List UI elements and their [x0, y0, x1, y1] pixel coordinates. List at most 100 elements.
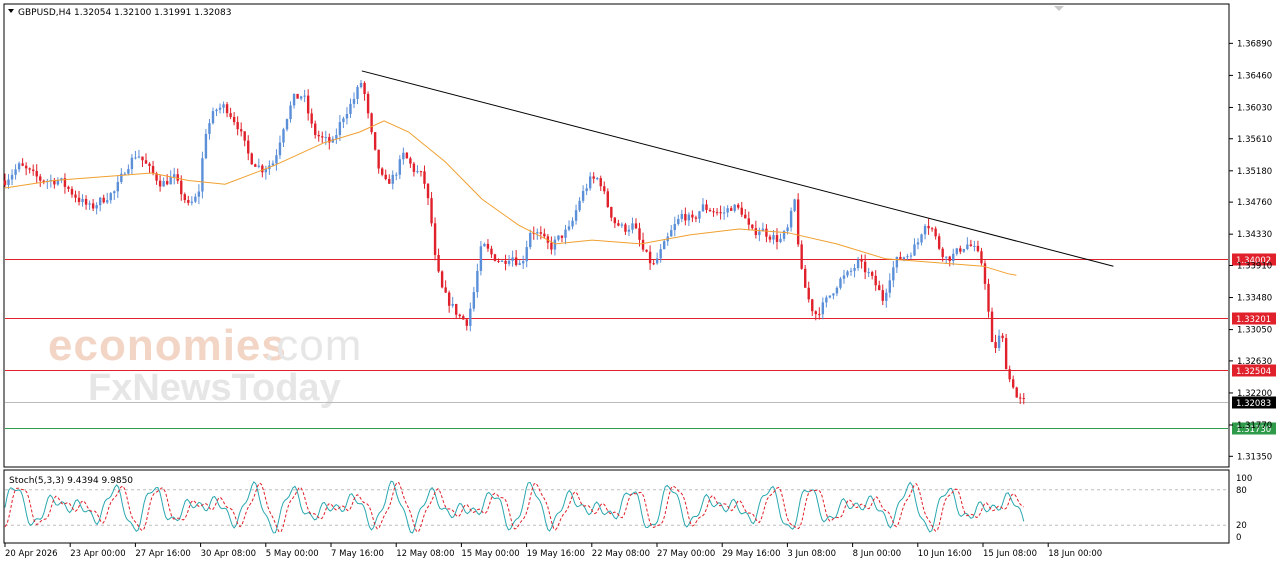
time-tick-label: 15 Jun 08:00	[983, 549, 1037, 559]
candle-body	[511, 257, 514, 261]
candle-body	[247, 140, 250, 154]
symbol-header: GBPUSD,H4 1.32054 1.32100 1.31991 1.3208…	[18, 8, 231, 18]
watermark: economies .com FxNewsToday	[48, 321, 361, 409]
candle-body	[84, 198, 88, 205]
candle-body	[909, 255, 913, 257]
candle-body	[677, 218, 680, 225]
candle-body	[983, 263, 987, 284]
time-tick-label: 20 Apr 2026	[5, 549, 58, 559]
candle-body	[652, 263, 655, 265]
candle-body	[402, 152, 405, 160]
candle-body	[264, 169, 268, 173]
candle-body	[299, 96, 303, 99]
candle-body	[345, 113, 349, 119]
candle-body	[504, 260, 507, 264]
candle-body	[888, 280, 892, 293]
chart-shift-marker-icon[interactable]	[1054, 6, 1064, 11]
level-price-tag	[1232, 422, 1276, 435]
time-tick-label: 23 Apr 00:00	[70, 549, 125, 559]
candle-body	[945, 256, 948, 258]
candle-body	[377, 149, 380, 169]
candle-body	[416, 171, 419, 173]
candle-body	[165, 181, 169, 185]
candle-body	[405, 152, 409, 159]
candle-body	[201, 158, 204, 192]
candle-body	[955, 248, 958, 254]
time-tick-label: 30 Apr 08:00	[201, 549, 256, 559]
level-price-label: 1.32083	[1236, 399, 1271, 409]
candle-body	[966, 244, 969, 250]
candle-body	[183, 194, 186, 201]
candles-layer	[3, 79, 1025, 405]
candle-body	[557, 235, 560, 240]
candle-body	[941, 248, 944, 258]
candle-body	[860, 260, 863, 262]
candle-body	[173, 174, 176, 177]
candle-body	[518, 263, 521, 265]
candle-body	[321, 136, 324, 138]
candle-body	[243, 131, 246, 141]
candle-body	[761, 228, 765, 232]
candle-body	[553, 239, 557, 250]
candle-body	[846, 271, 849, 276]
candle-body	[818, 314, 821, 316]
candle-body	[793, 199, 796, 211]
time-tick-label: 22 May 08:00	[592, 549, 650, 559]
candle-body	[134, 157, 137, 159]
candle-body	[391, 174, 394, 184]
candle-body	[832, 293, 835, 296]
candle-body	[35, 170, 38, 177]
candle-body	[70, 188, 74, 195]
candle-body	[479, 246, 483, 271]
candle-body	[42, 180, 45, 183]
candle-body	[842, 275, 846, 279]
candle-body	[282, 129, 285, 143]
candle-body	[613, 217, 617, 224]
candle-body	[885, 292, 888, 301]
candle-body	[726, 208, 729, 213]
candle-body	[423, 171, 426, 184]
collapse-triangle-icon[interactable]	[8, 9, 14, 13]
candle-body	[574, 210, 578, 221]
candle-body	[32, 169, 35, 171]
candle-body	[349, 103, 352, 114]
candle-body	[236, 122, 239, 130]
price-tick-label: 1.32200	[1237, 389, 1272, 399]
candle-body	[500, 260, 504, 262]
candle-body	[920, 234, 923, 243]
candle-body	[208, 123, 211, 134]
candle-body	[39, 176, 42, 181]
price-tick-label: 1.34760	[1237, 198, 1272, 208]
candle-body	[451, 304, 454, 306]
candle-body	[148, 163, 151, 167]
candle-body	[645, 249, 648, 252]
candle-body	[476, 270, 479, 293]
candle-body	[521, 261, 525, 264]
trendline[interactable]	[361, 70, 1114, 267]
candle-body	[804, 268, 807, 288]
candle-body	[67, 186, 70, 189]
candle-body	[532, 233, 535, 235]
candle-body	[444, 287, 447, 293]
candle-body	[811, 299, 814, 312]
candle-body	[624, 224, 627, 232]
candle-body	[328, 137, 331, 143]
candle-body	[694, 217, 698, 219]
candle-body	[380, 168, 384, 175]
candle-body	[825, 297, 828, 303]
candle-body	[370, 113, 373, 133]
candle-body	[786, 227, 789, 232]
candle-body	[740, 207, 743, 215]
candle-body	[550, 242, 553, 250]
candle-body	[581, 191, 585, 201]
candle-body	[916, 242, 920, 245]
candle-body	[571, 220, 574, 227]
candle-body	[106, 200, 109, 203]
candle-body	[409, 158, 412, 164]
candle-body	[3, 180, 7, 185]
candle-body	[705, 204, 708, 210]
candle-body	[261, 165, 264, 173]
candle-body	[994, 342, 997, 349]
main-pane-frame	[3, 3, 1230, 468]
